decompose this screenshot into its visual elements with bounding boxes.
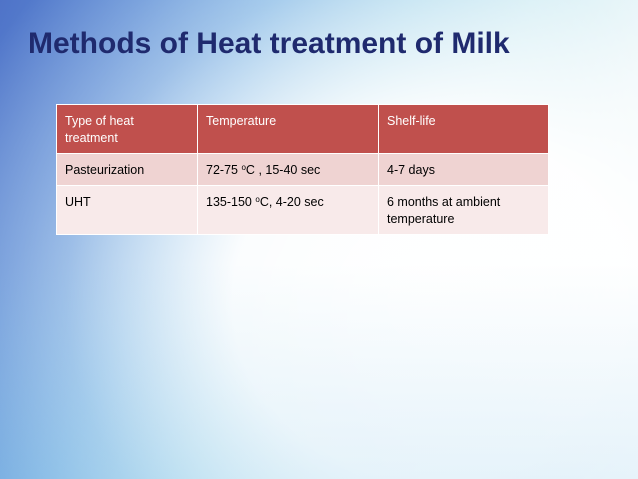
degree-symbol: o bbox=[255, 195, 260, 204]
header-shelf-life: Shelf-life bbox=[378, 104, 549, 154]
cell-shelf-life: 6 months at ambient temperature bbox=[378, 185, 549, 235]
slide-title: Methods of Heat treatment of Milk bbox=[28, 27, 510, 60]
table-row: UHT 135-150 oC, 4-20 sec 6 months at amb… bbox=[56, 185, 549, 235]
cell-type: Pasteurization bbox=[56, 153, 198, 186]
cell-temperature: 135-150 oC, 4-20 sec bbox=[197, 185, 379, 235]
cell-temperature: 72-75 oC , 15-40 sec bbox=[197, 153, 379, 186]
heat-treatment-table: Type of heat treatment Temperature Shelf… bbox=[56, 104, 549, 235]
table-row: Pasteurization 72-75 oC , 15-40 sec 4-7 … bbox=[56, 153, 549, 186]
table-header-row: Type of heat treatment Temperature Shelf… bbox=[56, 104, 549, 154]
temp-unit: C bbox=[259, 195, 269, 209]
temp-range: 72-75 bbox=[206, 163, 238, 177]
temp-range: 135-150 bbox=[206, 195, 252, 209]
temp-time: , 4-20 sec bbox=[268, 195, 324, 209]
temp-unit: C bbox=[245, 163, 255, 177]
header-type: Type of heat treatment bbox=[56, 104, 198, 154]
header-temperature: Temperature bbox=[197, 104, 379, 154]
cell-shelf-life: 4-7 days bbox=[378, 153, 549, 186]
cell-type: UHT bbox=[56, 185, 198, 235]
degree-symbol: o bbox=[241, 163, 246, 172]
temp-time: , 15-40 sec bbox=[258, 163, 321, 177]
